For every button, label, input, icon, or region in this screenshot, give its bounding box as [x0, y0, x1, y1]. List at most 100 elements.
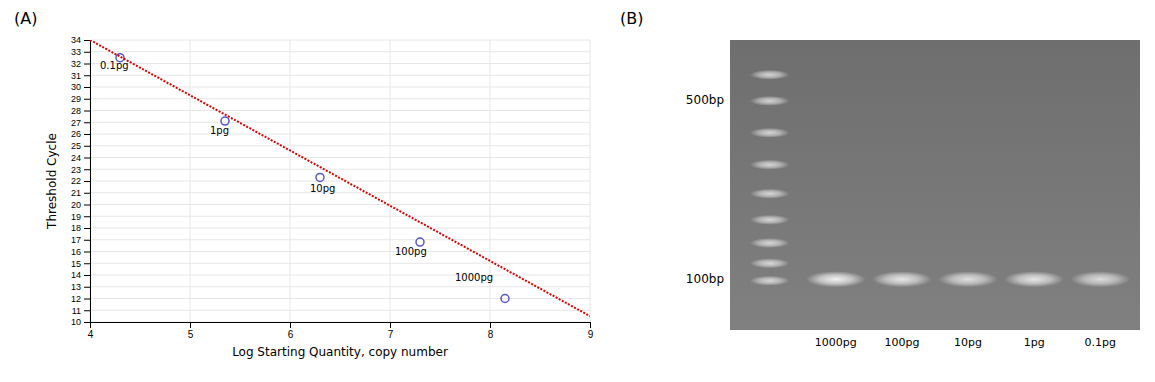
point-label: 100pg	[395, 246, 427, 257]
tick-mark	[84, 299, 90, 300]
tick-mark	[84, 205, 90, 206]
marker-band	[750, 160, 790, 170]
tick: 4	[88, 322, 94, 340]
axis-line	[91, 323, 591, 329]
tick: 21	[71, 188, 90, 198]
tick-mark	[190, 322, 191, 328]
tick-mark	[590, 322, 591, 328]
grid-line	[90, 310, 590, 311]
tick: 13	[71, 282, 90, 292]
tick-mark	[84, 275, 90, 276]
tick-label: 24	[71, 153, 81, 163]
tick-mark	[84, 99, 90, 100]
tick: 7	[388, 322, 394, 340]
grid-line	[90, 169, 590, 170]
marker-band	[750, 189, 790, 199]
tick-label: 10	[71, 317, 81, 327]
grid-line	[90, 122, 590, 123]
point-label: 1000pg	[455, 272, 493, 283]
tick-mark	[84, 146, 90, 147]
tick: 22	[71, 176, 90, 186]
plot-area	[90, 40, 590, 316]
marker-band	[750, 128, 790, 138]
grid-line	[90, 51, 590, 52]
tick-label: 27	[71, 118, 81, 128]
tick-mark	[84, 75, 90, 76]
tick: 11	[72, 306, 90, 316]
tick: 18	[71, 223, 90, 233]
tick-label: 26	[71, 129, 81, 139]
tick-label: 12	[71, 294, 81, 304]
tick-label: 30	[71, 82, 81, 92]
tick: 5	[188, 322, 194, 340]
marker-band	[750, 96, 790, 106]
tick: 31	[71, 71, 90, 81]
size-label: 100bp	[686, 272, 724, 286]
tick-mark	[84, 40, 90, 41]
grid-line	[90, 145, 590, 146]
tick: 17	[71, 235, 90, 245]
tick: 34	[71, 35, 90, 45]
tick-mark	[84, 169, 90, 170]
tick-label: 4	[88, 329, 94, 340]
sample-band	[938, 271, 998, 287]
grid-line	[190, 40, 191, 322]
tick-mark	[84, 122, 90, 123]
sample-band	[806, 271, 866, 287]
marker-band	[750, 238, 790, 248]
tick: 30	[71, 82, 90, 92]
tick-label: 5	[188, 329, 194, 340]
lane-labels: 1000pg100pg10pg1pg0.1pg	[815, 336, 1116, 349]
tick-label: 25	[71, 141, 81, 151]
marker-band	[750, 276, 790, 286]
tick: 24	[71, 153, 90, 163]
tick-label: 16	[71, 247, 81, 257]
tick-label: 7	[388, 329, 394, 340]
point	[221, 117, 229, 125]
point-labels: 0.1pg1pg10pg100pg1000pg	[100, 60, 493, 283]
grid-line	[90, 87, 590, 88]
grid-line	[90, 275, 590, 276]
tick: 10	[71, 317, 90, 327]
tick-mark	[84, 134, 90, 135]
tick: 9	[588, 322, 594, 340]
grid-line	[90, 110, 590, 111]
gel-bands	[750, 70, 1130, 287]
marker-band	[750, 258, 790, 268]
grid-line	[290, 40, 291, 322]
tick: 32	[71, 59, 90, 69]
size-labels: 500bp100bp	[686, 93, 724, 285]
grid-line	[90, 157, 590, 158]
tick: 23	[71, 165, 90, 175]
y-axis: 1011121314151617181920212223242526272829…	[71, 35, 91, 327]
tick: 12	[71, 294, 90, 304]
tick-label: 22	[71, 176, 81, 186]
tick: 33	[71, 47, 90, 57]
tick-mark	[84, 193, 90, 194]
tick-mark	[84, 64, 90, 65]
grid-line	[90, 134, 590, 135]
y-axis-title: Threshold Cycle	[45, 133, 59, 230]
tick-label: 11	[72, 306, 81, 316]
lane-label: 1pg	[1024, 336, 1045, 349]
grid-line	[90, 286, 590, 287]
grid-line	[90, 181, 590, 182]
tick-label: 9	[588, 329, 594, 340]
point	[501, 295, 509, 303]
tick-mark	[290, 322, 291, 328]
tick-label: 15	[71, 259, 81, 269]
tick-label: 31	[71, 71, 81, 81]
tick-mark	[84, 252, 90, 253]
tick-mark	[390, 322, 391, 328]
tick-label: 32	[71, 59, 81, 69]
tick-mark	[84, 240, 90, 241]
tick-mark	[84, 228, 90, 229]
marker-band	[750, 215, 790, 225]
grid-line	[90, 40, 590, 41]
point-label: 0.1pg	[100, 60, 129, 71]
grid-line	[90, 263, 590, 264]
panel-title: (A)	[14, 9, 37, 28]
tick-label: 19	[71, 212, 81, 222]
sample-band	[1071, 271, 1131, 287]
x-axis-title: Log Starting Quantity, copy number	[232, 345, 448, 359]
